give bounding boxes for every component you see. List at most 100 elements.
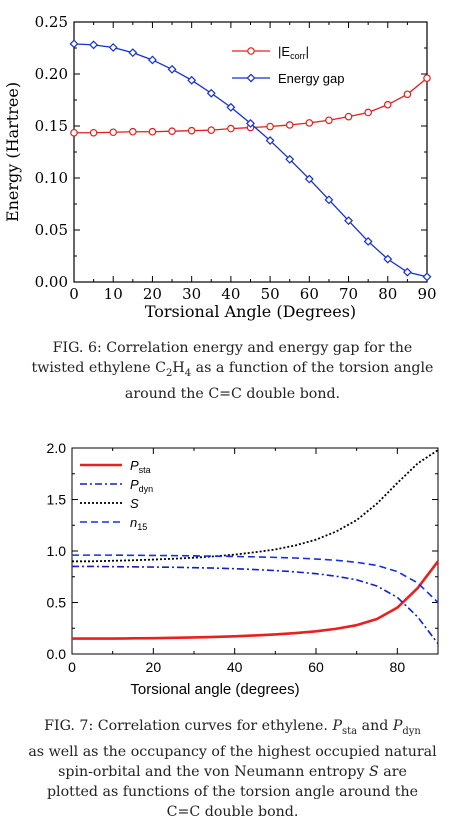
fig6-ytick-label: 0.10 [35,169,68,187]
fig6-xtick-label: 80 [378,285,397,303]
fig7-legend-main: S [130,496,139,511]
fig6-plot-frame [73,21,428,283]
fig7-caption-p1: P [332,718,342,734]
fig6-point-circle [285,121,294,129]
fig6-point-circle [344,112,353,121]
fig7-legend-sub: sta [139,465,151,475]
fig6-caption-line3: around the C=C double bond. [124,385,341,402]
fig6-point-diamond [285,154,295,164]
fig7-series [72,449,440,645]
fig6-axes: 0 10 20 30 40 50 60 70 80 90 0.00 0.05 0.10 0.15 0.20 0… [3,13,437,321]
fig7-series-line [72,449,439,563]
fig6-point-diamond [89,40,99,50]
fig6-caption-sub4: 4 [184,367,192,379]
fig7-ytick-label: 0.0 [47,646,67,662]
fig7-ytick-label: 2.0 [47,440,67,456]
fig6-point-circle [383,100,392,109]
fig6-ytick-label: 0.05 [35,221,68,239]
fig6-point-circle [168,127,176,136]
fig6-ytick-label: 0.25 [35,13,68,31]
fig7-xtick-label: 20 [146,659,162,675]
fig6-xtick-label: 50 [261,285,280,303]
fig7-legend-label: S [130,496,139,511]
fig6-series [69,39,432,282]
fig7-caption-line2: as well as the occupancy of the highest … [28,743,437,760]
fig7-caption-p2: P [392,718,403,734]
fig6-xtick-label: 40 [221,285,240,303]
fig6-legend-sub: corr [290,51,306,61]
fig6-point-diamond [147,55,157,65]
fig7-caption-are: are [378,763,407,780]
fig7-caption-and: and [357,718,393,734]
fig6-point-circle [227,124,235,133]
fig7-series-line [72,554,439,604]
fig6-legend: |Ecorr| Energy gap [232,44,345,86]
fig7-caption-dyn: dyn [402,725,421,737]
fig7-legend-label: Psta [130,458,151,475]
fig7-legend-label: Pdyn [130,477,153,494]
fig6-legend-tail: | [306,44,309,59]
fig7-series-line [72,560,440,640]
fig7-xlabel: Torsional angle (degrees) [130,681,299,698]
fig6-point-circle [70,128,78,137]
fig7-xtick-label: 40 [227,659,243,675]
fig6-point-diamond [128,48,138,58]
fig6-legend-label: |Ecorr| [278,44,309,61]
fig6-caption-line2a: twisted ethylene C [31,360,166,376]
fig6-xtick-label: 90 [417,285,436,303]
fig7-caption-sta: sta [341,725,358,737]
fig6-point-diamond [69,39,79,49]
fig7-series-line [72,565,439,645]
fig7-caption-line1: FIG. 7: Correlation curves for ethylene. [44,718,328,734]
fig6-caption-line1: FIG. 6: Correlation energy and energy ga… [52,340,413,356]
fig6-point-circle [89,128,98,137]
fig6-caption-h: H [172,360,185,376]
fig6-point-circle [364,108,372,117]
fig6-xtick-label: 60 [300,285,319,303]
fig6-point-circle [423,74,431,82]
fig7-xtick-label: 80 [390,659,406,675]
fig6-point-diamond [344,216,354,226]
fig6-point-diamond [304,174,314,184]
fig6-point-diamond [324,195,334,205]
fig7-xtick-label: 0 [68,659,76,675]
fig6-legend-label: Energy gap [278,71,345,86]
fig6-legend-main: |E [278,44,290,59]
fig7-ytick-label: 1.5 [47,492,67,508]
fig6-point-diamond [402,267,412,277]
fig6-point-circle [266,122,274,131]
fig6-legend-marker-circle [247,47,255,55]
fig6-xlabel: Torsional Angle (Degrees) [145,302,356,321]
fig6-point-diamond [246,118,255,128]
fig6-ytick-label: 0.00 [35,273,68,291]
fig7-caption-line4: plotted as functions of the torsion angl… [46,783,419,800]
fig6-point-circle [148,127,157,136]
fig6-chart: 0 10 20 30 40 50 60 70 80 90 0.00 0.05 0.10 0.15 0.20 0… [3,13,437,321]
fig7-caption-line3: spin-orbital and the von Neumann entropy [58,763,365,780]
fig6-caption-sub2: 2 [165,367,173,379]
fig6-point-circle [403,90,412,99]
fig6-ytick-label: 0.20 [35,65,68,83]
fig6-caption: FIG. 6: Correlation energy and energy ga… [12,338,453,404]
fig6-ylabel: Energy (Hartree) [3,82,22,222]
fig6-point-diamond [363,236,373,246]
fig7-chart: 0 20 40 60 80 0.0 0.5 1.0 1.5 2.0 Torsional angle … [47,440,440,698]
fig7-plot-frame [71,447,439,655]
fig6-point-diamond [226,102,236,112]
fig6-legend-marker-diamond [246,73,256,83]
fig6-point-diamond [108,43,118,52]
fig6-xtick-label: 0 [69,285,79,303]
fig6-xtick-label: 20 [143,285,162,303]
fig6-legend-main: Energy gap [278,71,345,86]
fig6-point-circle [207,126,216,134]
fig7-legend-main: P [130,477,139,492]
fig7-legend-main: P [130,458,139,473]
fig7-xtick-label: 60 [308,659,324,675]
fig6-point-circle [187,126,196,135]
fig6-point-diamond [265,136,275,146]
fig6-point-circle [305,119,314,127]
fig7-ytick-label: 1.0 [47,543,67,559]
fig6-point-diamond [167,64,177,74]
fig6-point-diamond [187,75,197,85]
fig7-legend-sub: 15 [137,522,147,532]
